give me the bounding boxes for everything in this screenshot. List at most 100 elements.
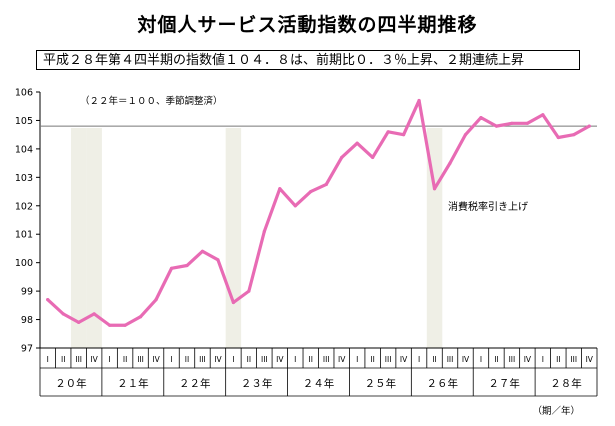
- quarter-label: IV: [338, 355, 346, 364]
- quarter-label: II: [432, 355, 436, 364]
- quarter-label: II: [61, 355, 65, 364]
- data-point: [200, 249, 205, 253]
- quarter-label: III: [509, 355, 516, 364]
- data-point: [123, 323, 127, 327]
- data-point: [154, 298, 158, 302]
- data-point: [386, 130, 390, 134]
- quarter-label: III: [199, 355, 206, 364]
- quarter-label: IV: [462, 355, 470, 364]
- year-label: ２０年: [55, 377, 87, 390]
- y-tick-label: 102: [15, 201, 33, 212]
- chart-title: 対個人サービス活動指数の四半期推移: [137, 14, 478, 36]
- data-point: [247, 289, 251, 293]
- data-point: [278, 187, 282, 191]
- index-series-line: [46, 98, 591, 327]
- quarter-label: I: [418, 355, 420, 364]
- quarter-label: III: [385, 355, 392, 364]
- y-tick-label: 103: [15, 173, 33, 184]
- data-point: [77, 320, 81, 324]
- shaded-period-1: [70, 128, 87, 348]
- quarter-label: III: [261, 355, 268, 364]
- year-label: ２８年: [550, 377, 582, 390]
- y-tick-label: 98: [21, 315, 33, 326]
- data-point: [324, 182, 328, 187]
- quarter-label: II: [309, 355, 313, 364]
- quarter-label: II: [185, 355, 189, 364]
- data-point: [309, 189, 313, 194]
- data-point: [510, 121, 514, 125]
- data-point: [556, 135, 560, 140]
- year-label: ２４年: [303, 377, 335, 390]
- data-point: [185, 263, 189, 268]
- quarter-label: III: [570, 355, 577, 364]
- quarter-label: I: [480, 355, 482, 364]
- y-tick-label: 99: [21, 287, 33, 298]
- chart-note: （２２年＝１００、季節調整済）: [80, 95, 223, 107]
- tax-hike-annotation: 消費税率引き上げ: [448, 200, 528, 213]
- data-point: [494, 124, 499, 128]
- data-point: [587, 124, 591, 128]
- quarter-label: III: [447, 355, 454, 364]
- data-point: [108, 323, 112, 327]
- y-tick-label: 106: [15, 88, 33, 99]
- quarter-label: IV: [524, 355, 532, 364]
- quarter-label: I: [109, 355, 111, 364]
- quarter-label: IV: [276, 355, 284, 364]
- data-point: [340, 155, 344, 160]
- year-label: ２１年: [117, 377, 149, 390]
- year-label: ２６年: [427, 377, 459, 390]
- summary-box: 平成２８年第４四半期の指数値１０４．８は、前期比０．３％上昇、２期連続上昇: [36, 50, 580, 70]
- y-tick-label: 104: [15, 144, 33, 155]
- quarter-label: IV: [586, 355, 594, 364]
- quarter-label: III: [323, 355, 330, 364]
- quarter-label: II: [494, 355, 498, 364]
- data-point: [169, 266, 174, 270]
- data-point: [293, 204, 297, 208]
- data-point: [231, 300, 236, 305]
- shaded-period-2: [86, 128, 102, 348]
- data-point: [92, 312, 96, 316]
- series-group: [46, 98, 591, 327]
- quarter-label: IV: [152, 355, 160, 364]
- quarter-label: I: [47, 355, 49, 364]
- data-point: [432, 187, 437, 191]
- year-label: ２３年: [241, 377, 273, 390]
- quarter-label: II: [123, 355, 127, 364]
- quarter-label: I: [232, 355, 234, 364]
- data-point: [479, 116, 483, 120]
- y-tick-label: 105: [15, 116, 33, 127]
- quarter-label: III: [137, 355, 144, 364]
- data-point: [61, 312, 65, 316]
- year-label: ２７年: [488, 377, 520, 390]
- axes: [36, 91, 598, 397]
- axis-unit-label: （期／年）: [532, 405, 580, 417]
- data-point: [371, 155, 375, 160]
- y-tick-label: 101: [15, 230, 33, 241]
- data-point: [355, 141, 359, 145]
- quarter-label: IV: [400, 355, 408, 364]
- quarter-label: II: [247, 355, 251, 364]
- data-point: [46, 298, 50, 302]
- data-point: [448, 161, 452, 165]
- quarter-label: IV: [90, 355, 98, 364]
- quarter-label: I: [170, 355, 172, 364]
- data-point: [262, 229, 266, 233]
- shaded-period-3: [225, 128, 242, 348]
- quarter-label: II: [556, 355, 560, 364]
- y-tick-label: 100: [15, 258, 33, 269]
- quarter-label: I: [294, 355, 296, 364]
- quarter-label: I: [542, 355, 544, 364]
- data-point: [216, 258, 220, 262]
- data-point: [401, 133, 406, 137]
- quarter-label: I: [356, 355, 358, 364]
- quarter-label: IV: [214, 355, 222, 364]
- quarter-label: III: [75, 355, 82, 364]
- data-point: [541, 113, 545, 117]
- data-point: [572, 133, 576, 137]
- y-tick-label: 97: [21, 344, 33, 355]
- data-point: [463, 133, 468, 137]
- data-point: [417, 98, 421, 103]
- year-label: ２５年: [365, 377, 397, 390]
